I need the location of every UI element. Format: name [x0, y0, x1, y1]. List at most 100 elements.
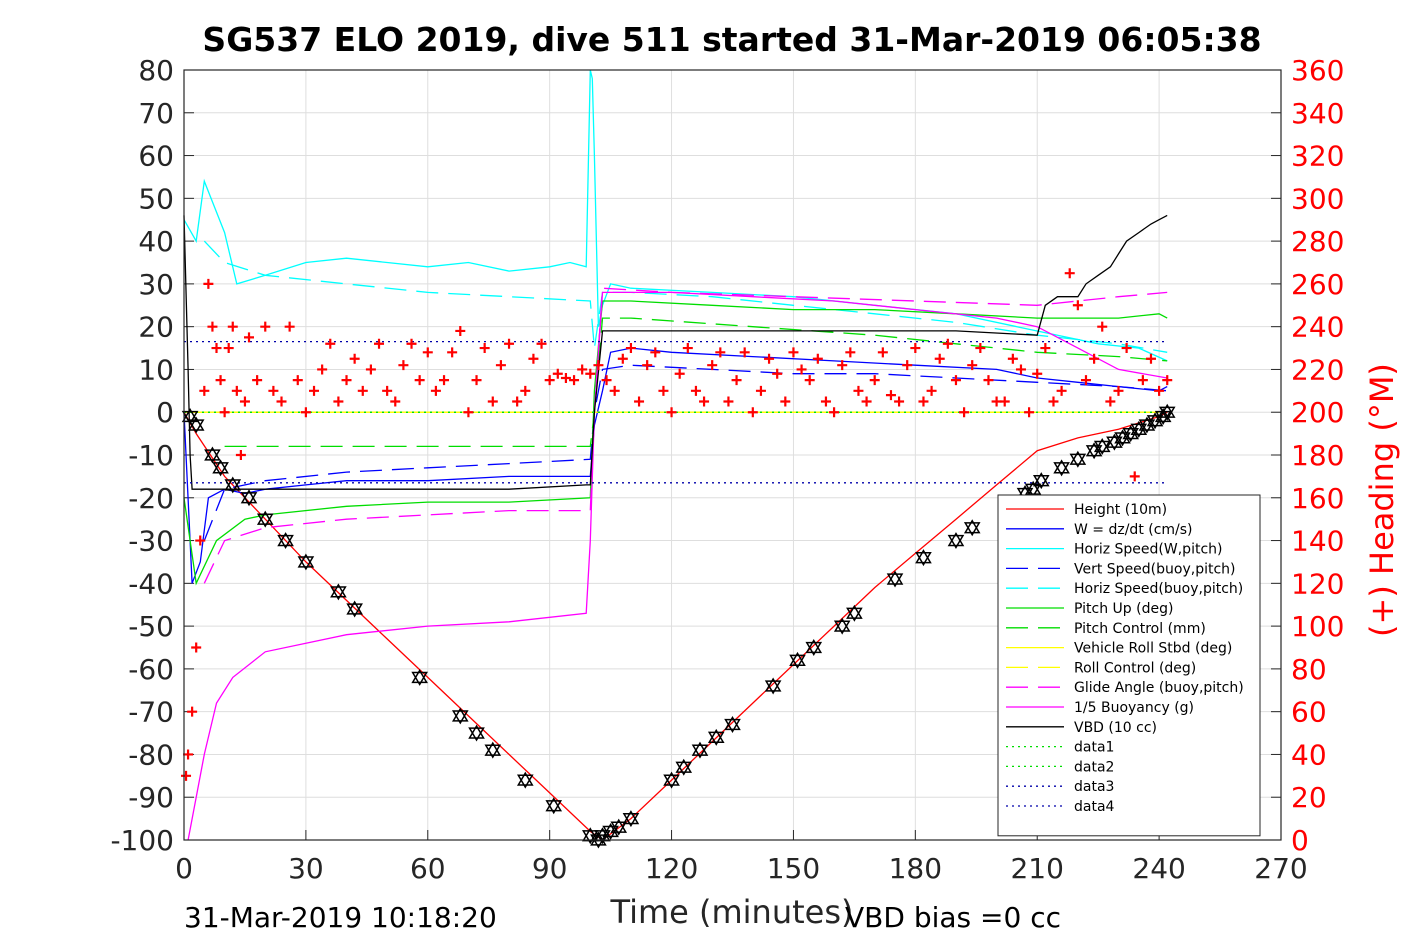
heading-point — [560, 373, 571, 383]
heading-point — [820, 396, 831, 407]
depth-point — [846, 604, 863, 622]
heading-point — [317, 364, 328, 375]
x-tick-label: 150 — [767, 852, 820, 885]
depth-point — [484, 741, 502, 759]
heading-point — [528, 353, 539, 364]
heading-point — [739, 347, 750, 358]
x-tick-label: 210 — [1010, 852, 1063, 885]
footer-vbd-bias: VBD bias =0 cc — [845, 901, 1061, 934]
right-axis-ticks: 3603403203002802602402202001801601401201… — [1271, 54, 1344, 857]
series-line-4 — [203, 240, 1168, 353]
heading-point — [244, 332, 255, 343]
depth-point — [963, 519, 981, 537]
heading-point — [894, 396, 905, 407]
heading-point — [601, 375, 612, 386]
heading-point — [414, 375, 425, 386]
x-tick-label: 90 — [532, 852, 568, 885]
heading-point — [552, 368, 563, 379]
depth-point — [833, 617, 851, 635]
depth-point — [789, 651, 806, 669]
heading-point — [341, 375, 352, 386]
heading-point — [439, 375, 450, 386]
heading-point — [520, 385, 531, 396]
heading-point — [181, 770, 192, 781]
heading-point — [902, 360, 913, 371]
depth-point — [277, 532, 294, 550]
series-line-10 — [187, 291, 1168, 841]
heading-point — [1154, 385, 1165, 396]
depth-point — [411, 668, 428, 686]
heading-point — [780, 396, 791, 407]
right-tick-label: 60 — [1291, 696, 1327, 729]
right-tick-label: 340 — [1291, 97, 1344, 130]
heading-point — [1007, 353, 1018, 364]
series-line-11 — [183, 214, 1168, 490]
heading-point — [1145, 353, 1156, 364]
heading-point — [747, 407, 758, 418]
heading-point — [1080, 375, 1091, 386]
legend-label: VBD (10 cc) — [1074, 720, 1157, 736]
legend-label: Vert Speed(buoy,pitch) — [1074, 561, 1236, 577]
heading-point — [926, 385, 937, 396]
series-line-3 — [203, 364, 1168, 541]
heading-point — [276, 396, 287, 407]
depth-point — [915, 549, 932, 567]
left-tick-label: 30 — [138, 268, 174, 301]
heading-point — [333, 396, 344, 407]
heading-point — [788, 347, 799, 358]
heading-point — [829, 407, 840, 418]
heading-point — [191, 642, 202, 653]
heading-point — [869, 375, 880, 386]
heading-point — [617, 353, 628, 364]
depth-point — [1053, 459, 1070, 477]
heading-point — [199, 385, 210, 396]
left-tick-label: -100 — [110, 824, 174, 857]
heading-point — [967, 360, 978, 371]
heading-point — [666, 407, 677, 418]
heading-point — [471, 375, 482, 386]
left-tick-label: 50 — [138, 182, 174, 215]
heading-point — [374, 338, 385, 349]
x-tick-label: 0 — [175, 852, 193, 885]
depth-point — [256, 510, 274, 528]
depth-point — [1024, 480, 1042, 498]
depth-point — [691, 741, 709, 759]
depth-point — [212, 459, 229, 477]
heading-point — [1121, 343, 1132, 354]
heading-point — [593, 360, 604, 371]
series-line-0 — [183, 411, 1168, 841]
left-tick-label: -70 — [128, 696, 174, 729]
legend-box — [997, 494, 1261, 837]
heading-point — [1056, 385, 1067, 396]
heading-point — [382, 385, 393, 396]
left-tick-label: 80 — [138, 54, 174, 87]
left-tick-label: -40 — [128, 567, 174, 600]
heading-point — [674, 368, 685, 379]
legend-label: data4 — [1074, 799, 1115, 815]
heading-point — [1032, 368, 1043, 379]
heading-point — [207, 321, 218, 332]
legend-label: Horiz Speed(W,pitch) — [1074, 542, 1222, 558]
plot-frame — [183, 69, 1282, 841]
heading-point — [609, 385, 620, 396]
heading-point — [877, 347, 888, 358]
heading-point — [398, 360, 409, 371]
heading-point — [292, 375, 303, 386]
left-tick-label: -80 — [128, 738, 174, 771]
right-tick-label: 260 — [1291, 268, 1344, 301]
heading-point — [422, 347, 433, 358]
heading-point — [406, 338, 417, 349]
legend-label: Height (10m) — [1074, 502, 1167, 518]
legend-label: Roll Control (deg) — [1074, 660, 1196, 676]
legend-label: 1/5 Buoyancy (g) — [1074, 700, 1194, 716]
chart-title: SG537 ELO 2019, dive 511 started 31-Mar-… — [202, 20, 1261, 59]
left-tick-label: -30 — [128, 525, 174, 558]
heading-point — [1137, 375, 1148, 386]
heading-point — [430, 385, 441, 396]
depth-point — [187, 416, 205, 434]
heading-point — [764, 353, 775, 364]
depth-point — [240, 489, 258, 507]
heading-point — [309, 385, 320, 396]
heading-point — [1113, 385, 1124, 396]
heading-point — [885, 390, 896, 401]
